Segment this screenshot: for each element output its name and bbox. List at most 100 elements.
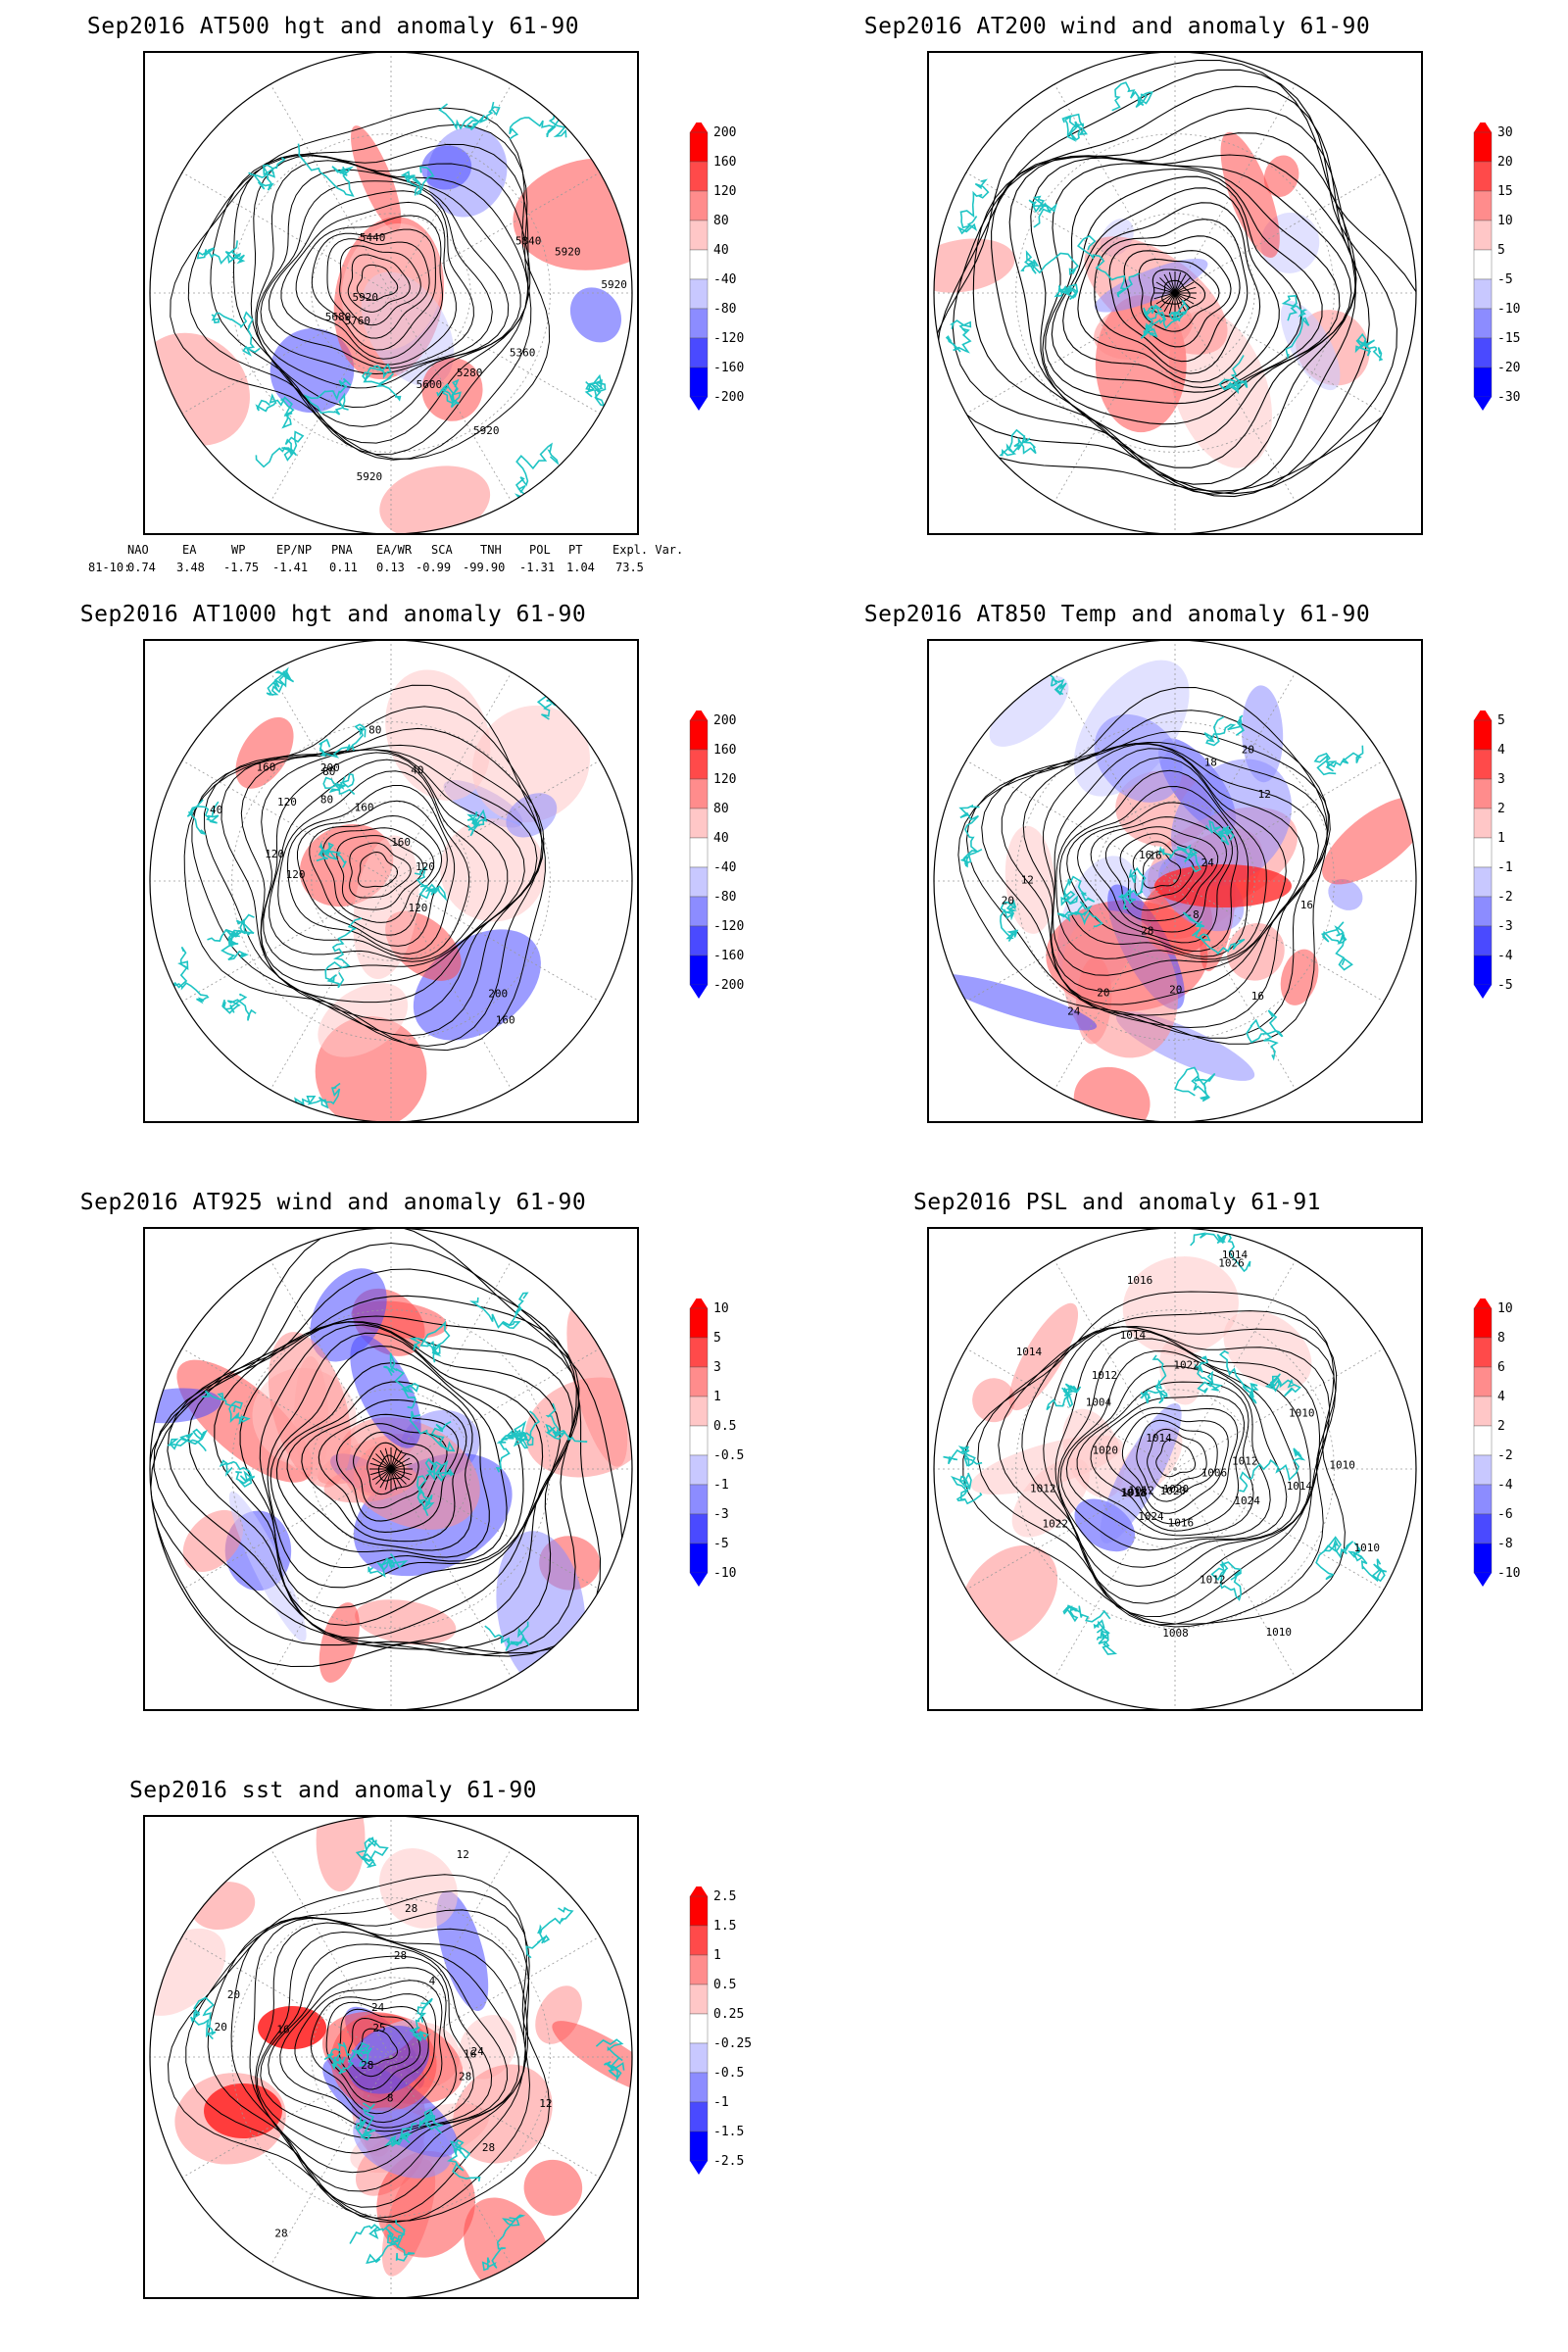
contour-label: 28	[274, 2228, 287, 2240]
contour-line	[255, 160, 521, 409]
streamline	[991, 132, 1357, 485]
streamline	[275, 1362, 490, 1558]
colorbar-swatch	[689, 808, 709, 839]
anomaly-shading	[513, 158, 632, 270]
colorbar-swatch	[1473, 190, 1493, 221]
streamline	[369, 1462, 392, 1470]
polar-map	[933, 53, 1417, 533]
contour-label: 200	[320, 761, 340, 774]
colorbar-swatch	[1473, 1396, 1493, 1427]
coastline	[1028, 195, 1057, 228]
contour-line	[256, 1931, 509, 2154]
panel-psl: Sep2016 PSL and anomaly 61-91 1010 1010 10…	[784, 1176, 1568, 1764]
contour-line	[309, 814, 443, 936]
contour-line	[357, 851, 398, 888]
contour-line	[277, 770, 470, 959]
contour-label: 1014	[1120, 1329, 1147, 1342]
colorbar-tick-label: -1	[713, 2095, 729, 2110]
contour-line	[1105, 1406, 1239, 1525]
streamline	[259, 1324, 544, 1609]
anomaly-shading	[350, 1335, 421, 1448]
streamline	[318, 1413, 460, 1533]
meridian-line	[965, 880, 1176, 1003]
streamline	[153, 1268, 577, 1656]
anomaly-shading	[1263, 155, 1299, 198]
coastline	[324, 917, 363, 989]
contour-label: -8	[1187, 908, 1200, 921]
streamline	[972, 107, 1356, 495]
anomaly-shading	[268, 1332, 352, 1488]
streamline	[367, 1442, 419, 1495]
idx-value-pol: -1.31	[519, 561, 556, 574]
anomaly-shading	[1100, 1402, 1182, 1544]
meridian-line	[390, 760, 601, 882]
colorbar-tick-label: 120	[713, 184, 736, 199]
contour-label: 28	[1141, 925, 1153, 938]
map-frame: 16 16 16 12 20 -8 20 24 28 20 20 24 18 12 16	[927, 639, 1423, 1123]
contour-label: 20	[1097, 986, 1109, 999]
meridian-line	[965, 760, 1176, 882]
coastline	[1111, 81, 1153, 112]
contour-line	[981, 730, 1331, 1029]
meridian-line	[270, 83, 392, 294]
colorbar-swatch	[689, 719, 709, 751]
colorbar-tick-label: 2	[1497, 1419, 1505, 1434]
colorbar-swatch	[689, 1307, 709, 1339]
streamline	[934, 60, 1416, 492]
contour-label: 1016	[1127, 1274, 1153, 1287]
anomaly-shading	[1158, 1339, 1201, 1405]
colorbar-tick-label: 5	[713, 1331, 721, 1346]
contour-line	[230, 1916, 529, 2208]
streamline	[1174, 277, 1191, 294]
meridian-line	[1054, 671, 1176, 882]
map-boundary-circle	[933, 1229, 1417, 1709]
contour-line	[255, 1922, 520, 2174]
contour-line	[297, 800, 448, 947]
contour-label: 1010	[1329, 1458, 1355, 1471]
latitude-circle	[231, 1309, 551, 1629]
colorbar-swatch	[689, 220, 709, 251]
streamline	[384, 1447, 392, 1470]
coastline	[186, 799, 220, 836]
contour-label: 160	[391, 836, 411, 849]
contour-label: 5840	[515, 234, 542, 247]
contour-label: 1010	[1289, 1407, 1315, 1420]
meridian-line	[1174, 1468, 1297, 1679]
colorbar-arrow-top	[1474, 1295, 1492, 1308]
contour-label: 28	[394, 1949, 407, 1962]
colorbar-tick-label: 1	[1497, 831, 1505, 846]
anomaly-shading	[182, 1509, 244, 1572]
colorbar-svg: 200 160 120 80 40 -40 -80 -120 -160 -200	[689, 707, 744, 999]
contour-label: 1016	[1168, 1516, 1195, 1529]
coastline	[1210, 1559, 1243, 1601]
colorbar-swatch	[689, 1925, 709, 1956]
meridian-line	[1174, 880, 1297, 1091]
colorbar-tick-label: 3	[1497, 772, 1505, 787]
contour-line	[1155, 1439, 1197, 1478]
colorbar-tick-label: 2	[1497, 802, 1505, 816]
colorbar-tick-label: -1	[713, 1478, 729, 1493]
colorbar-tick-label: -5	[713, 1537, 729, 1551]
colorbar-swatch	[689, 2013, 709, 2044]
anomaly-shading	[1073, 1066, 1151, 1121]
streamline	[187, 1315, 580, 1646]
streamline	[1030, 157, 1352, 448]
colorbar-swatch	[1473, 249, 1493, 280]
colorbar-tick-label: 200	[713, 125, 736, 140]
contour-line	[295, 215, 444, 360]
polar-map	[149, 1229, 633, 1709]
coastline	[1140, 304, 1167, 339]
anomaly-shading	[934, 973, 1098, 1031]
colorbar-swatch	[1473, 367, 1493, 398]
anomaly-shading	[376, 2150, 475, 2258]
colorbar-tick-label: -2.5	[713, 2154, 744, 2169]
colorbar-swatch	[689, 1454, 709, 1486]
meridian-line	[270, 671, 392, 882]
contour-line	[170, 107, 551, 460]
contour-line	[977, 1310, 1338, 1628]
contour-label: 120	[286, 868, 306, 881]
meridian-line	[1174, 172, 1385, 294]
contour-line	[240, 749, 538, 1004]
contour-line	[965, 710, 1329, 1039]
colorbar-arrow-top	[690, 119, 708, 132]
